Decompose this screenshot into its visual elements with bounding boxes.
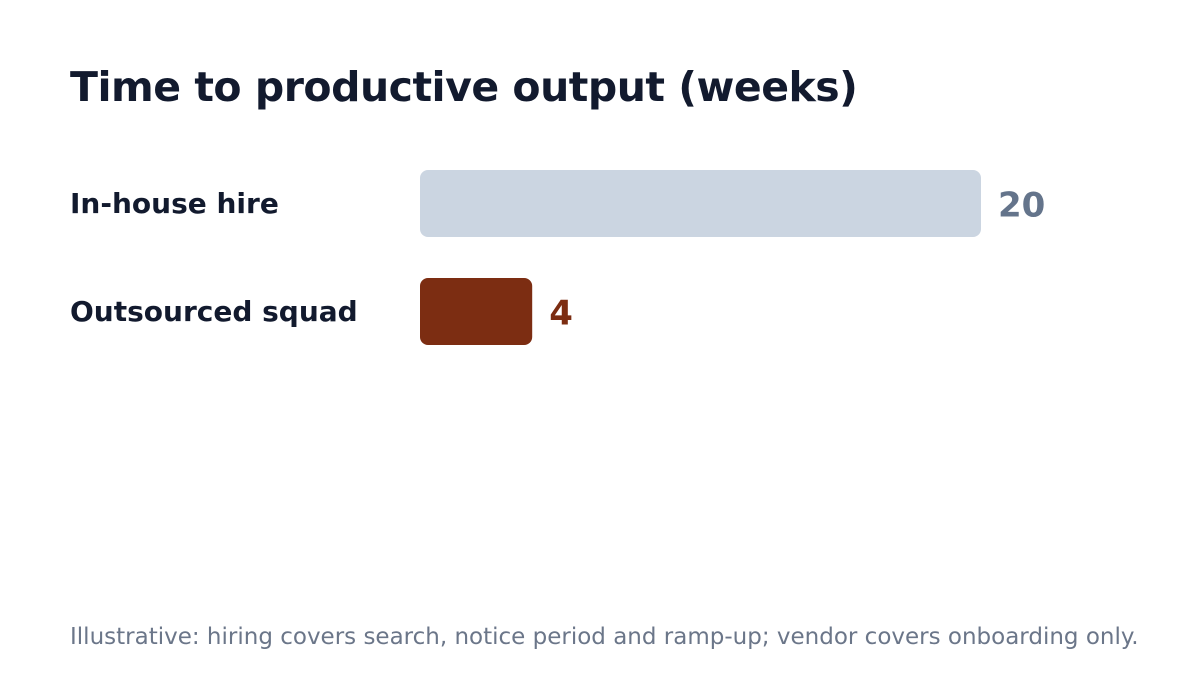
- bar-chart: In-house hire 20 Outsourced squad 4: [70, 170, 1045, 345]
- bar-in-house-hire: [420, 170, 981, 237]
- value-label-outsourced-squad: 4: [549, 294, 573, 334]
- bar-outsourced-squad: [420, 278, 533, 345]
- category-label-outsourced-squad: Outsourced squad: [70, 295, 358, 328]
- footnote: Illustrative: hiring covers search, noti…: [70, 624, 1139, 650]
- category-label-in-house-hire: In-house hire: [70, 187, 279, 220]
- chart-title: Time to productive output (weeks): [70, 63, 858, 111]
- value-label-in-house-hire: 20: [998, 186, 1045, 226]
